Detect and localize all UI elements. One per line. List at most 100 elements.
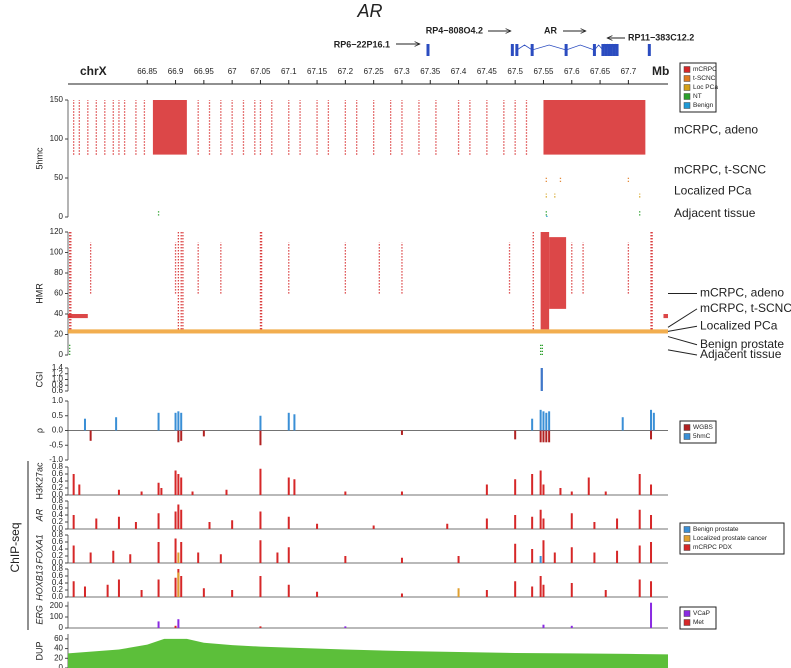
bar [117, 579, 120, 597]
bar [604, 491, 607, 495]
gene-label: RP11−383C12.2 [628, 32, 694, 42]
chrom-label: chrX [80, 64, 107, 78]
dense-region [549, 237, 567, 309]
bar [259, 540, 262, 563]
bar [650, 602, 653, 628]
legend-swatch [683, 102, 691, 109]
bar [95, 518, 98, 529]
bar [287, 477, 290, 495]
y-tick-label: 0.4 [52, 510, 64, 519]
dense-region [540, 368, 543, 391]
y-tick-label: 0.5 [52, 411, 64, 420]
y-tick-label: 0.0 [52, 592, 64, 601]
bar [117, 489, 120, 495]
legend-label: Localized prostate cancer [693, 535, 768, 542]
x-tick-label: 67.4 [451, 67, 467, 76]
bar [112, 550, 115, 563]
bar [180, 430, 183, 441]
y-axis-label: 5hmc [34, 147, 44, 170]
bar [160, 488, 163, 495]
y-axis-label: H3K27ac [34, 462, 44, 500]
y-tick-label: 100 [50, 134, 64, 143]
legend-label: mCRPC [693, 66, 717, 73]
gene-exon [510, 44, 514, 56]
y-tick-label: 50 [54, 173, 63, 182]
bar [157, 482, 160, 495]
bar [293, 479, 296, 495]
bar [72, 515, 75, 529]
x-tick-label: 66.9 [168, 67, 184, 76]
legend-swatch [683, 93, 691, 100]
legend-label: Met [693, 619, 704, 626]
legend-label: 5hmC [693, 433, 711, 440]
bar [553, 552, 556, 563]
bar [485, 484, 488, 495]
bar [604, 590, 607, 597]
bar [219, 554, 222, 563]
x-tick-label: 66.85 [137, 67, 158, 76]
bar [174, 412, 177, 431]
bar [231, 590, 234, 597]
bar [638, 545, 641, 563]
bar [638, 579, 641, 597]
gene-exon [612, 44, 616, 56]
legend-swatch [683, 424, 691, 431]
bar [316, 523, 319, 529]
bar [652, 412, 655, 431]
y-tick-label: 1.2 [52, 369, 64, 378]
y-tick-label: 0.0 [52, 490, 64, 499]
y-tick-label: 120 [50, 227, 64, 236]
y-axis-label: FOXA1 [34, 534, 44, 564]
track-label: Adjacent tissue [700, 347, 782, 361]
chart-title: AR [356, 1, 382, 21]
y-axis-label: AR [34, 508, 44, 522]
bar [638, 509, 641, 529]
bar [72, 474, 75, 495]
y-tick-label: 0.2 [52, 483, 64, 492]
x-tick-label: 67.65 [590, 67, 611, 76]
bar [372, 525, 375, 529]
bar [174, 470, 177, 495]
bar [344, 491, 347, 495]
area [68, 638, 668, 668]
legend-label: Loc PCa [693, 84, 718, 91]
bar [542, 584, 545, 597]
y-tick-label: -1.0 [49, 455, 63, 464]
bar [140, 491, 143, 495]
bar [531, 516, 534, 529]
y-tick-label: 80 [54, 268, 63, 277]
bar [89, 552, 92, 563]
bar [259, 415, 262, 431]
bar [593, 522, 596, 529]
y-tick-label: 100 [50, 612, 64, 621]
x-tick-label: 67.55 [533, 67, 554, 76]
legend-label: Benign prostate [693, 526, 739, 533]
bar [514, 479, 517, 495]
legend-swatch [683, 84, 691, 91]
bar [177, 619, 180, 628]
bar [344, 626, 347, 628]
gene-exon [647, 44, 651, 56]
bar [208, 522, 211, 529]
x-tick-label: 67.2 [338, 67, 354, 76]
bar [593, 552, 596, 563]
bar [531, 418, 534, 431]
y-tick-label: 40 [54, 309, 63, 318]
bar [78, 484, 81, 495]
y-tick-label: 100 [50, 248, 64, 257]
y-tick-label: 1.4 [52, 363, 64, 372]
bar [287, 412, 290, 431]
bar [174, 511, 177, 529]
bar [638, 474, 641, 495]
y-tick-label: 20 [54, 330, 63, 339]
x-tick-label: 67.5 [507, 67, 523, 76]
bar [545, 430, 548, 443]
x-tick-label: 67.6 [564, 67, 580, 76]
bar [177, 572, 180, 597]
bar [548, 411, 551, 431]
y-tick-label: 0 [59, 663, 64, 668]
gene-label: RP6−22P16.1 [334, 39, 390, 49]
bar [616, 518, 619, 529]
bar [548, 430, 551, 443]
y-tick-label: 1.0 [52, 396, 64, 405]
